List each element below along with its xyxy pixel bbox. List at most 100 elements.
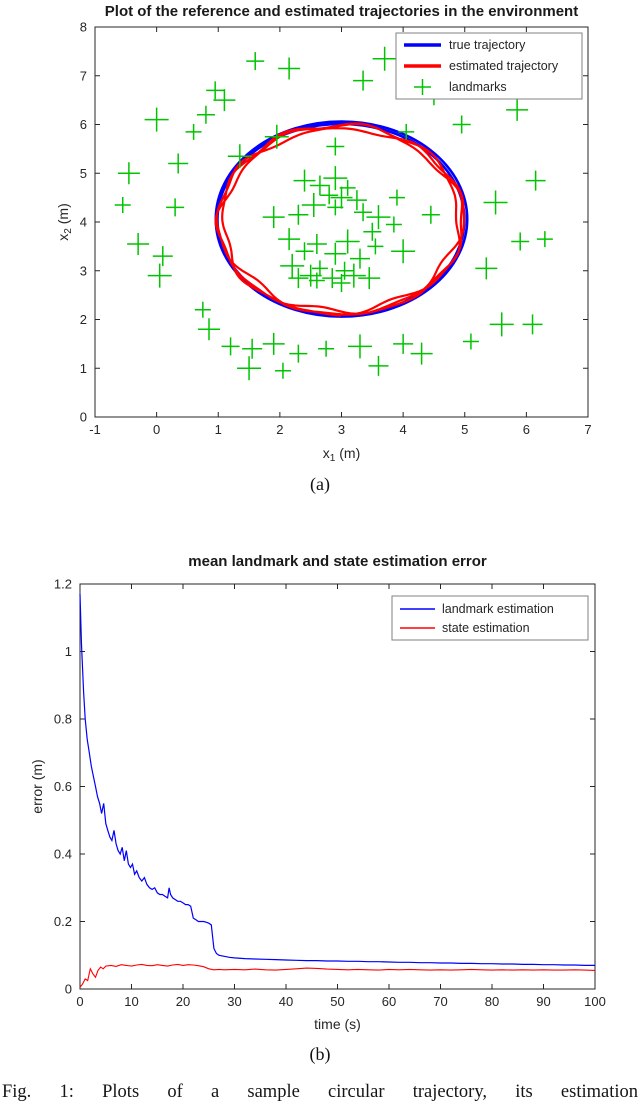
landmark-plus-marker xyxy=(366,205,391,230)
y-tick-label: 8 xyxy=(80,20,87,35)
tick-marks xyxy=(94,26,589,418)
landmark-plus-marker xyxy=(475,257,498,280)
landmark-plus-marker xyxy=(274,362,291,379)
y-tick-label: 0.8 xyxy=(54,712,72,727)
landmark-plus-marker xyxy=(246,52,265,71)
landmark-plus-marker xyxy=(221,337,240,356)
figure-caption: Fig. 1: Plots of a sample circular traje… xyxy=(2,1082,638,1102)
x-axis-label: x1 (m) xyxy=(323,445,361,464)
landmark-plus-marker xyxy=(318,340,335,357)
landmark-plus-marker xyxy=(511,232,530,251)
x-tick-label: 70 xyxy=(433,994,447,1009)
landmark-plus-marker xyxy=(301,192,326,217)
landmark-plus-marker xyxy=(194,301,211,318)
landmark-plus-marker xyxy=(166,198,185,217)
landmark-plus-marker xyxy=(353,70,374,91)
landmark-plus-marker xyxy=(522,314,543,335)
legend-label-landmarks: landmarks xyxy=(449,80,507,94)
subfigure-a-label: (a) xyxy=(310,474,330,494)
x-tick-label: 0 xyxy=(153,422,160,437)
landmark-plus-marker xyxy=(326,137,345,156)
landmark-plus-marker xyxy=(367,238,384,255)
series-state-estimation xyxy=(79,963,596,988)
landmark-plus-marker xyxy=(536,231,553,248)
x-axis-label: time (s) xyxy=(314,1016,361,1032)
y-tick-label: 6 xyxy=(80,117,87,132)
chart-a-title: Plot of the reference and estimated traj… xyxy=(105,3,578,20)
x-tick-label: 20 xyxy=(176,994,190,1009)
landmark-plus-marker xyxy=(452,115,471,134)
landmark-plus-marker xyxy=(322,268,343,289)
landmark-plus-marker xyxy=(227,144,252,169)
landmark-plus-marker xyxy=(127,232,150,255)
y-tick-label: 7 xyxy=(80,68,87,83)
landmark-plus-marker xyxy=(308,272,325,289)
legend-plus-marker xyxy=(414,79,431,95)
landmark-plus-marker xyxy=(354,203,373,222)
legend-a: true trajectory estimated trajectory landm… xyxy=(395,32,583,100)
landmark-plus-marker xyxy=(114,196,131,213)
landmark-plus-marker xyxy=(264,124,289,149)
landmark-plus-marker xyxy=(288,204,309,225)
error-plot: mean landmark and state estimation error… xyxy=(29,553,606,1032)
landmark-plus-marker xyxy=(462,333,479,350)
landmark-plus-marker xyxy=(262,206,285,229)
landmark-plus-marker xyxy=(152,246,173,267)
estimated-trajectory-path xyxy=(214,122,465,317)
y-tick-label: 0 xyxy=(65,982,72,997)
y-tick-label: 1 xyxy=(80,361,87,376)
landmark-plus-marker xyxy=(242,338,263,359)
y-tick-label: 0.2 xyxy=(54,914,72,929)
landmark-plus-marker xyxy=(306,233,327,254)
landmark-plus-marker xyxy=(213,89,236,112)
landmark-plus-marker xyxy=(289,344,308,363)
legend-b: landmark estimation state estimation xyxy=(391,595,589,641)
landmark-plus-marker xyxy=(398,123,415,140)
landmark-plus-marker xyxy=(421,205,440,224)
landmark-plus-marker xyxy=(117,162,140,185)
x-tick-label: 5 xyxy=(461,422,468,437)
landmark-plus-marker xyxy=(335,229,360,254)
landmark-plus-marker xyxy=(311,260,328,277)
y-tick-label: 5 xyxy=(80,166,87,181)
plot-box xyxy=(79,583,596,990)
landmark-plus-marker xyxy=(144,107,169,132)
x-tick-label: -1 xyxy=(89,422,101,437)
y-tick-label: 0 xyxy=(80,410,87,425)
y-tick-label: 2 xyxy=(80,312,87,327)
y-tick-label: 4 xyxy=(80,215,87,230)
landmark-plus-marker xyxy=(506,98,529,121)
y-tick-label: 3 xyxy=(80,263,87,278)
landmark-plus-marker xyxy=(327,199,344,216)
y-tick-label: 1 xyxy=(65,644,72,659)
y-tick-label: 1.2 xyxy=(54,577,72,592)
landmark-plus-marker xyxy=(368,355,389,376)
x-tick-label: 10 xyxy=(124,994,138,1009)
y-axis-label: error (m) xyxy=(29,759,45,813)
y-tick-label: 0.6 xyxy=(54,779,72,794)
y-axis-label: x2 (m) xyxy=(55,203,74,241)
landmark-plus-marker xyxy=(363,222,382,241)
landmark-plus-marker xyxy=(278,228,301,251)
landmark-plus-marker xyxy=(358,267,381,290)
landmark-plus-marker xyxy=(185,123,202,140)
landmark-plus-marker xyxy=(320,186,339,205)
series-landmark-estimation xyxy=(79,594,595,966)
y-tick-label: 0.4 xyxy=(54,847,72,862)
landmark-plus-marker xyxy=(335,261,354,280)
x-tick-label: 7 xyxy=(584,422,591,437)
landmark-plus-marker xyxy=(339,179,356,196)
landmark-plus-marker xyxy=(147,263,172,288)
subfigure-b-label: (b) xyxy=(309,1044,331,1064)
landmark-plus-marker xyxy=(288,268,309,289)
x-tick-label: 30 xyxy=(227,994,241,1009)
x-tick-label: 60 xyxy=(382,994,396,1009)
x-tick-label: 2 xyxy=(276,422,283,437)
landmark-plus-marker xyxy=(237,356,262,381)
landmark-plus-marker xyxy=(196,105,215,124)
x-tick-label: 80 xyxy=(485,994,499,1009)
legend-box xyxy=(391,595,589,641)
landmark-plus-marker xyxy=(168,153,189,174)
landmark-plus-marker xyxy=(262,332,285,355)
